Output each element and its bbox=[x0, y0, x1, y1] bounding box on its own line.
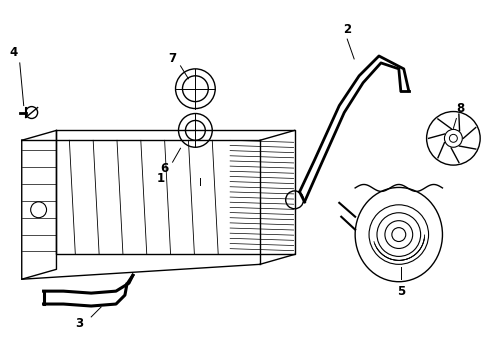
Text: 8: 8 bbox=[456, 102, 465, 115]
Text: 3: 3 bbox=[75, 318, 83, 330]
Text: 7: 7 bbox=[169, 53, 176, 66]
Text: 1: 1 bbox=[157, 171, 165, 185]
Text: 2: 2 bbox=[343, 23, 351, 36]
Text: 4: 4 bbox=[10, 46, 18, 59]
Text: 6: 6 bbox=[161, 162, 169, 175]
Text: 5: 5 bbox=[397, 285, 405, 298]
